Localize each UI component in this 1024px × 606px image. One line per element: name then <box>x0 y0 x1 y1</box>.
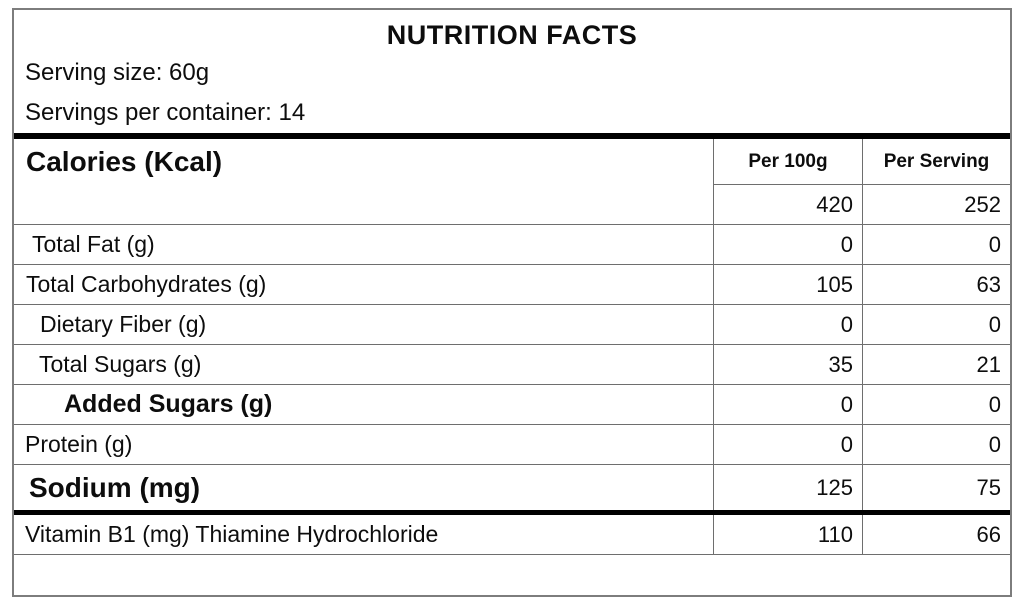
empty-footer-row <box>14 555 1010 595</box>
value-per-serving: 63 <box>862 265 1010 304</box>
label-top-block: NUTRITION FACTS Serving size: 60g Servin… <box>14 10 1010 133</box>
table-row-total-sugars: Total Sugars (g) 35 21 <box>14 345 1010 385</box>
value-per-100g: 35 <box>713 345 862 384</box>
row-label: Protein (g) <box>25 431 133 457</box>
value-per-100g: 0 <box>713 385 862 424</box>
row-label: Dietary Fiber (g) <box>40 311 207 337</box>
calories-per-100g: 420 <box>713 185 862 224</box>
value-per-serving: 21 <box>862 345 1010 384</box>
servings-per-container-line: Servings per container: 14 <box>25 99 306 126</box>
value-per-100g: 110 <box>713 515 862 554</box>
table-row-dietary-fiber: Dietary Fiber (g) 0 0 <box>14 305 1010 345</box>
table-row-added-sugars: Added Sugars (g) 0 0 <box>14 385 1010 425</box>
value-per-100g: 125 <box>713 465 862 510</box>
value-per-100g: 0 <box>713 305 862 344</box>
value-per-serving: 0 <box>862 385 1010 424</box>
value-per-100g: 0 <box>713 425 862 464</box>
value-per-100g: 0 <box>713 225 862 264</box>
table-header-row: Calories (Kcal) Per 100g Per Serving <box>14 139 1010 185</box>
serving-size-line: Serving size: 60g <box>25 59 210 86</box>
nutrition-table: Calories (Kcal) Per 100g Per Serving 420… <box>14 139 1010 595</box>
table-row-total-carbohydrates: Total Carbohydrates (g) 105 63 <box>14 265 1010 305</box>
row-label: Vitamin B1 (mg) Thiamine Hydrochloride <box>25 521 439 547</box>
thick-divider-bottom <box>14 510 1010 515</box>
thick-divider-top <box>14 133 1010 139</box>
table-row-protein: Protein (g) 0 0 <box>14 425 1010 465</box>
calories-row-label: Calories (Kcal) <box>26 146 223 177</box>
calories-values-row: 420 252 <box>14 185 1010 225</box>
row-label: Total Carbohydrates (g) <box>26 271 267 297</box>
label-title: NUTRITION FACTS <box>386 20 638 50</box>
nutrition-label: NUTRITION FACTS Serving size: 60g Servin… <box>12 8 1012 597</box>
value-per-serving: 0 <box>862 225 1010 264</box>
row-label: Total Fat (g) <box>32 231 155 257</box>
value-per-serving: 75 <box>862 465 1010 510</box>
column-header-per-100g: Per 100g <box>713 139 862 185</box>
table-row-vitamin-b1: Vitamin B1 (mg) Thiamine Hydrochloride 1… <box>14 515 1010 555</box>
column-header-per-serving: Per Serving <box>862 139 1010 185</box>
empty-cell <box>14 185 713 224</box>
row-label: Added Sugars (g) <box>64 390 273 418</box>
row-label: Total Sugars (g) <box>39 351 202 377</box>
value-per-100g: 105 <box>713 265 862 304</box>
table-row-total-fat: Total Fat (g) 0 0 <box>14 225 1010 265</box>
calories-per-serving: 252 <box>862 185 1010 224</box>
table-row-sodium: Sodium (mg) 125 75 <box>14 465 1010 510</box>
value-per-serving: 66 <box>862 515 1010 554</box>
value-per-serving: 0 <box>862 425 1010 464</box>
value-per-serving: 0 <box>862 305 1010 344</box>
row-label: Sodium (mg) <box>29 471 201 503</box>
